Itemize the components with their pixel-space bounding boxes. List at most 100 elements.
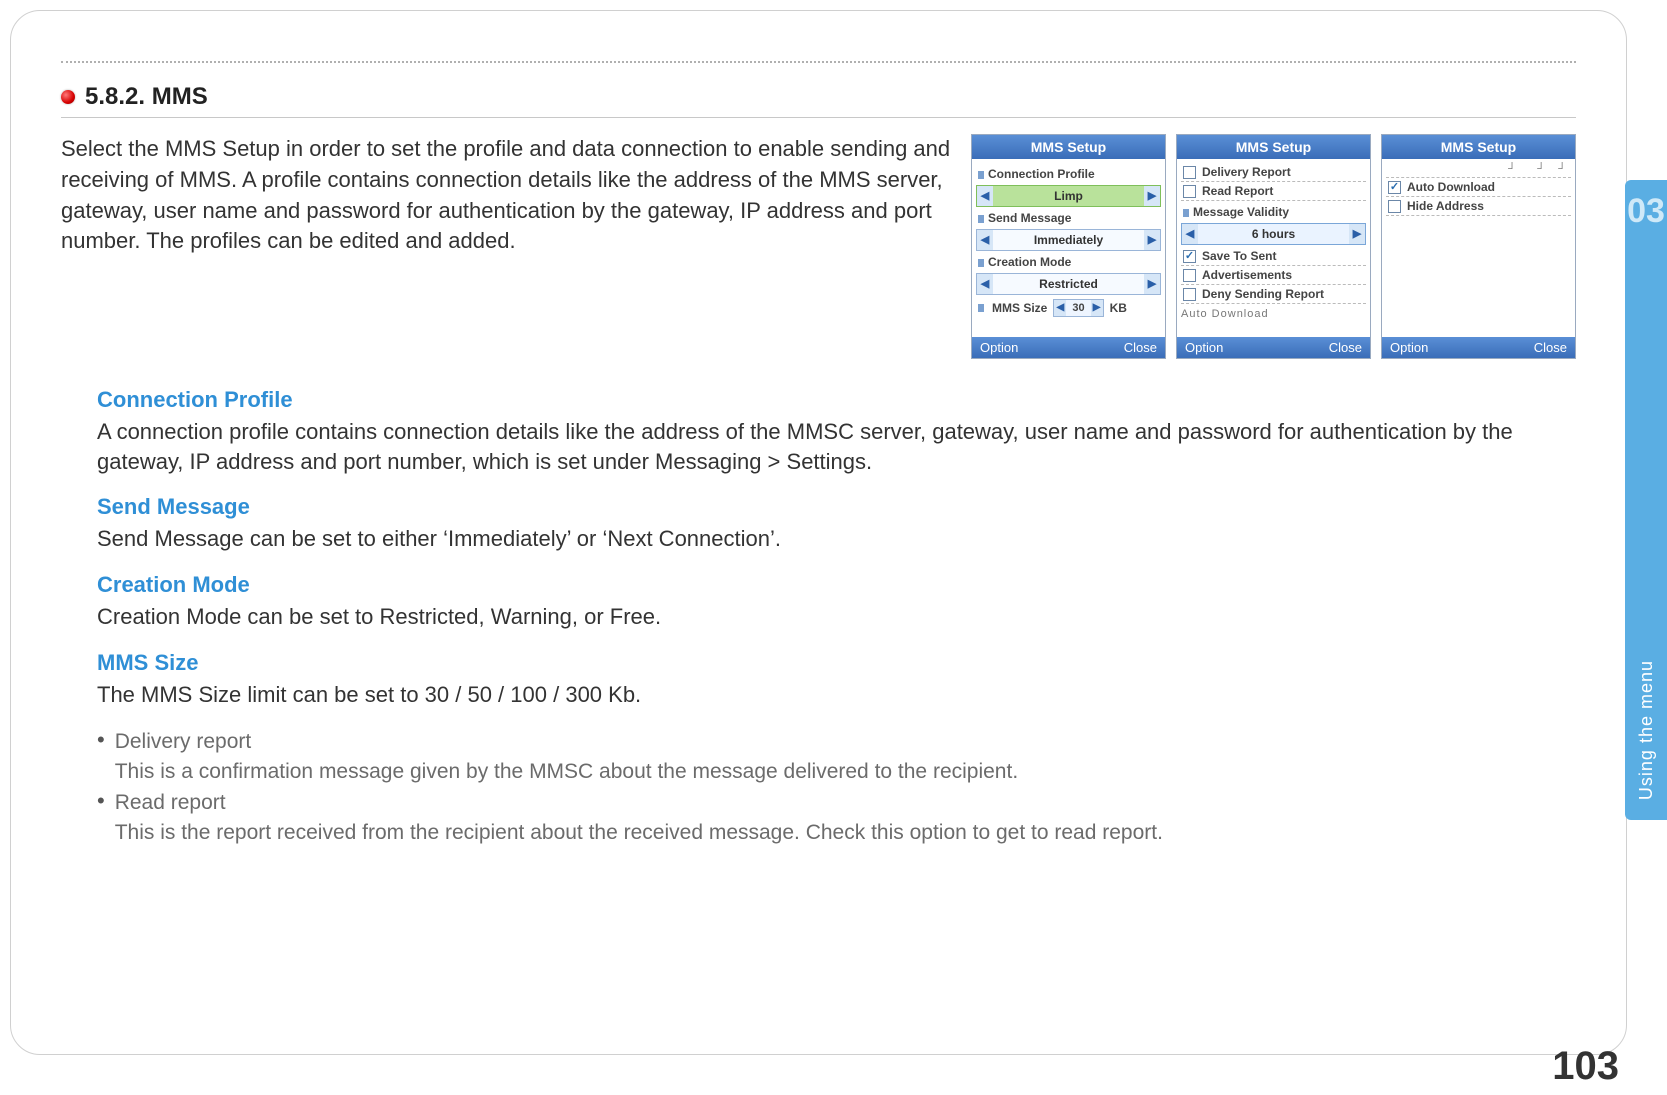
- bullet-dot-icon: •: [97, 788, 105, 847]
- selector-creation-mode[interactable]: ◀ Restricted ▶: [976, 273, 1161, 295]
- label-send-message: Send Message: [976, 209, 1161, 227]
- checkbox-checked-icon: ✓: [1388, 181, 1401, 194]
- selector-connection-profile[interactable]: ◀ Limp ▶: [976, 185, 1161, 207]
- label-read-report: Read Report: [1202, 184, 1273, 198]
- checkbox-icon: [1183, 166, 1196, 179]
- chapter-label: Using the menu: [1636, 660, 1657, 800]
- phone-title: MMS Setup: [1382, 135, 1575, 159]
- def-creation-mode: Creation Mode Creation Mode can be set t…: [97, 572, 1576, 632]
- cutoff-top: ┘ ┘ ┘: [1386, 163, 1571, 178]
- chevron-right-icon[interactable]: ▶: [1144, 274, 1160, 294]
- intro-row: Select the MMS Setup in order to set the…: [61, 134, 1576, 359]
- phone-screen-2: MMS Setup Delivery Report Read Report Me…: [1176, 134, 1371, 359]
- def-body: The MMS Size limit can be set to 30 / 50…: [97, 680, 1576, 710]
- chevron-right-icon[interactable]: ▶: [1349, 224, 1365, 244]
- page-frame: 5.8.2. MMS Select the MMS Setup in order…: [10, 10, 1627, 1055]
- def-title: Connection Profile: [97, 387, 1576, 413]
- bullet-head: Read report: [115, 791, 226, 814]
- bullet-head: Delivery report: [115, 730, 252, 753]
- def-title: Send Message: [97, 494, 1576, 520]
- row-mms-size: MMS Size ◀ 30 ▶ KB: [976, 297, 1161, 319]
- chevron-right-icon[interactable]: ▶: [1144, 230, 1160, 250]
- chevron-left-icon[interactable]: ◀: [977, 274, 993, 294]
- softkey-option[interactable]: Option: [980, 340, 1018, 355]
- label-auto-download: Auto Download: [1407, 180, 1495, 194]
- chevron-left-icon[interactable]: ◀: [977, 186, 993, 206]
- bullet-list: • Delivery report This is a confirmation…: [97, 727, 1576, 847]
- dotted-divider: [61, 61, 1576, 63]
- bullet-icon: [61, 90, 75, 104]
- softkey-close[interactable]: Close: [1534, 340, 1567, 355]
- side-tab: 03 Using the menu: [1625, 180, 1667, 820]
- checkbox-checked-icon: ✓: [1183, 250, 1196, 263]
- label-message-validity: Message Validity: [1181, 203, 1366, 221]
- section-title: 5.8.2. MMS: [85, 83, 208, 111]
- phone-title: MMS Setup: [1177, 135, 1370, 159]
- thin-divider: [61, 117, 1576, 118]
- checkbox-icon: [1388, 200, 1401, 213]
- bullet-read-report: • Read report This is the report receive…: [97, 788, 1576, 847]
- softkeys: Option Close: [1177, 337, 1370, 358]
- label-hide-address: Hide Address: [1407, 199, 1484, 213]
- checkbox-icon: [1183, 288, 1196, 301]
- chapter-number: 03: [1627, 192, 1665, 231]
- softkey-close[interactable]: Close: [1124, 340, 1157, 355]
- chevron-left-icon[interactable]: ◀: [977, 230, 993, 250]
- phone-screenshots: MMS Setup Connection Profile ◀ Limp ▶ Se…: [971, 134, 1576, 359]
- selector-message-validity[interactable]: ◀ 6 hours ▶: [1181, 223, 1366, 245]
- page-number: 103: [1552, 1044, 1619, 1089]
- val-connection-profile: Limp: [993, 189, 1144, 203]
- chevron-right-icon[interactable]: ▶: [1091, 300, 1103, 316]
- chevron-right-icon[interactable]: ▶: [1144, 186, 1160, 206]
- check-read-report[interactable]: Read Report: [1181, 182, 1366, 201]
- phone-title: MMS Setup: [972, 135, 1165, 159]
- selector-send-message[interactable]: ◀ Immediately ▶: [976, 229, 1161, 251]
- softkey-option[interactable]: Option: [1185, 340, 1223, 355]
- val-mms-size: 30: [1066, 302, 1090, 314]
- unit-mms-size: KB: [1110, 301, 1127, 315]
- def-body: Send Message can be set to either ‘Immed…: [97, 524, 1576, 554]
- selector-mms-size[interactable]: ◀ 30 ▶: [1053, 299, 1103, 317]
- val-creation-mode: Restricted: [993, 277, 1144, 291]
- phone-screen-3: MMS Setup ┘ ┘ ┘ ✓ Auto Download Hide Add…: [1381, 134, 1576, 359]
- phone-body-3: ┘ ┘ ┘ ✓ Auto Download Hide Address: [1382, 159, 1575, 337]
- bullet-dot-icon: •: [97, 727, 105, 786]
- cutoff-auto-download: Auto Download: [1181, 304, 1366, 320]
- label-connection-profile: Connection Profile: [976, 165, 1161, 183]
- phone-screen-1: MMS Setup Connection Profile ◀ Limp ▶ Se…: [971, 134, 1166, 359]
- section-header: 5.8.2. MMS: [61, 83, 1576, 111]
- bullet-body: This is a confirmation message given by …: [115, 757, 1018, 786]
- label-advertisements: Advertisements: [1202, 268, 1292, 282]
- softkeys: Option Close: [972, 337, 1165, 358]
- check-deny-sending-report[interactable]: Deny Sending Report: [1181, 285, 1366, 304]
- val-send-message: Immediately: [993, 233, 1144, 247]
- val-message-validity: 6 hours: [1198, 227, 1349, 241]
- check-advertisements[interactable]: Advertisements: [1181, 266, 1366, 285]
- label-delivery-report: Delivery Report: [1202, 165, 1291, 179]
- softkey-option[interactable]: Option: [1390, 340, 1428, 355]
- def-mms-size: MMS Size The MMS Size limit can be set t…: [97, 650, 1576, 710]
- label-mms-size: MMS Size: [992, 301, 1047, 315]
- phone-body-1: Connection Profile ◀ Limp ▶ Send Message…: [972, 159, 1165, 337]
- label-creation-mode: Creation Mode: [976, 253, 1161, 271]
- def-title: Creation Mode: [97, 572, 1576, 598]
- def-send-message: Send Message Send Message can be set to …: [97, 494, 1576, 554]
- def-connection-profile: Connection Profile A connection profile …: [97, 387, 1576, 476]
- chevron-left-icon[interactable]: ◀: [1054, 300, 1066, 316]
- softkey-close[interactable]: Close: [1329, 340, 1362, 355]
- check-auto-download[interactable]: ✓ Auto Download: [1386, 178, 1571, 197]
- check-hide-address[interactable]: Hide Address: [1386, 197, 1571, 216]
- def-body: Creation Mode can be set to Restricted, …: [97, 602, 1576, 632]
- label-save-to-sent: Save To Sent: [1202, 249, 1276, 263]
- checkbox-icon: [1183, 185, 1196, 198]
- def-title: MMS Size: [97, 650, 1576, 676]
- intro-text: Select the MMS Setup in order to set the…: [61, 134, 951, 257]
- def-body: A connection profile contains connection…: [97, 417, 1576, 476]
- definitions: Connection Profile A connection profile …: [97, 387, 1576, 847]
- bullet-body: This is the report received from the rec…: [115, 818, 1163, 847]
- check-delivery-report[interactable]: Delivery Report: [1181, 163, 1366, 182]
- phone-body-2: Delivery Report Read Report Message Vali…: [1177, 159, 1370, 337]
- check-save-to-sent[interactable]: ✓ Save To Sent: [1181, 247, 1366, 266]
- bullet-delivery-report: • Delivery report This is a confirmation…: [97, 727, 1576, 786]
- chevron-left-icon[interactable]: ◀: [1182, 224, 1198, 244]
